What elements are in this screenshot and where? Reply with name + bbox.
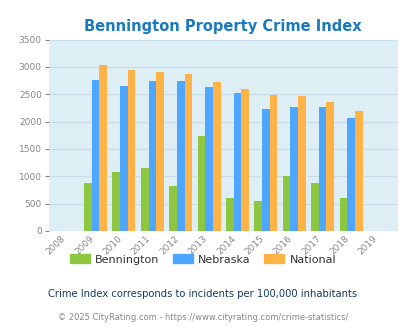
Bar xyxy=(205,87,212,231)
Bar xyxy=(346,118,354,231)
Bar xyxy=(233,93,241,231)
Text: Crime Index corresponds to incidents per 100,000 inhabitants: Crime Index corresponds to incidents per… xyxy=(48,289,357,299)
Bar xyxy=(84,183,92,231)
Bar xyxy=(318,107,326,231)
Bar xyxy=(120,85,128,231)
Bar xyxy=(141,168,148,231)
Bar xyxy=(326,102,333,231)
Bar xyxy=(290,107,297,231)
Bar xyxy=(92,80,99,231)
Bar xyxy=(354,111,362,231)
Legend: Bennington, Nebraska, National: Bennington, Nebraska, National xyxy=(65,250,340,269)
Bar xyxy=(241,89,248,231)
Bar xyxy=(112,173,120,231)
Bar xyxy=(297,96,305,231)
Bar xyxy=(169,186,177,231)
Bar xyxy=(310,183,318,231)
Bar xyxy=(339,198,346,231)
Bar xyxy=(269,95,277,231)
Bar xyxy=(177,81,184,231)
Bar xyxy=(99,65,107,231)
Bar xyxy=(212,82,220,231)
Bar xyxy=(197,136,205,231)
Bar xyxy=(156,72,164,231)
Bar xyxy=(226,198,233,231)
Bar xyxy=(184,74,192,231)
Title: Bennington Property Crime Index: Bennington Property Crime Index xyxy=(84,19,361,34)
Bar xyxy=(128,70,135,231)
Text: © 2025 CityRating.com - https://www.cityrating.com/crime-statistics/: © 2025 CityRating.com - https://www.city… xyxy=(58,313,347,322)
Bar xyxy=(261,109,269,231)
Bar xyxy=(282,176,290,231)
Bar xyxy=(148,81,156,231)
Bar xyxy=(254,201,261,231)
